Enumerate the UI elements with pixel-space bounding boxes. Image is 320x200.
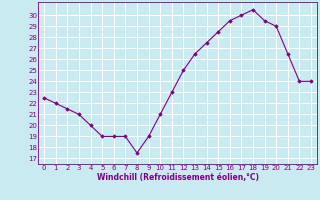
X-axis label: Windchill (Refroidissement éolien,°C): Windchill (Refroidissement éolien,°C)	[97, 173, 259, 182]
